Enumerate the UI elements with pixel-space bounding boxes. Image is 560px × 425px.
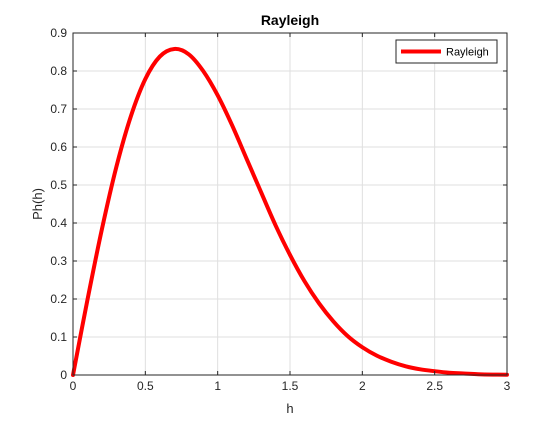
y-tick-label: 0.5 [50, 178, 67, 192]
legend: Rayleigh [395, 39, 498, 64]
y-tick-label: 0.4 [50, 216, 67, 230]
x-tick-label: 3 [504, 379, 511, 393]
legend-label-rayleigh: Rayleigh [446, 47, 489, 59]
x-tick-label: 2 [359, 379, 366, 393]
x-tick-labels: 0 0.5 1 1.5 2 2.5 3 [70, 379, 511, 393]
y-tick-label: 0.6 [50, 140, 67, 154]
y-tick-label: 0.7 [50, 102, 67, 116]
tick-marks [72, 32, 508, 376]
y-tick-label: 0.2 [50, 292, 67, 306]
x-tick-label: 0 [70, 379, 77, 393]
y-tick-label: 0.8 [50, 64, 67, 78]
y-tick-label: 0.9 [50, 26, 67, 40]
y-tick-label: 0.1 [50, 330, 67, 344]
y-axis-label: Ph(h) [30, 188, 45, 220]
x-tick-label: 1 [214, 379, 221, 393]
y-tick-labels: 0 0.1 0.2 0.3 0.4 0.5 0.6 0.7 0.8 0.9 [50, 26, 67, 382]
legend-box [395, 39, 498, 64]
x-axis-label: h [286, 401, 293, 416]
x-tick-label: 1.5 [282, 379, 299, 393]
y-tick-label: 0 [60, 368, 67, 382]
grid-lines [73, 33, 507, 375]
chart-title: Rayleigh [261, 12, 319, 28]
x-tick-label: 0.5 [137, 379, 154, 393]
y-tick-label: 0.3 [50, 254, 67, 268]
x-tick-label: 2.5 [426, 379, 443, 393]
